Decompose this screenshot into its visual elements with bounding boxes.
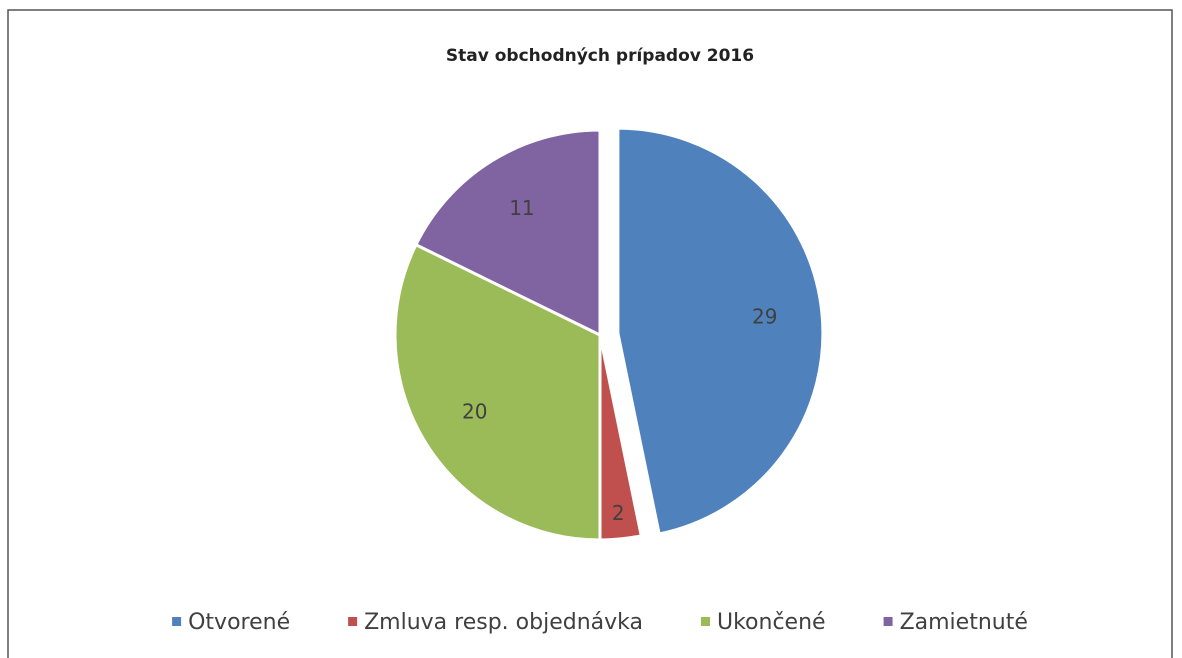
legend-label: Otvorené: [188, 610, 290, 635]
pie-slice: [413, 128, 602, 338]
pie-slice: [616, 126, 825, 536]
data-label: 29: [752, 305, 777, 329]
legend-label: Zamietnuté: [900, 610, 1028, 635]
legend-marker: [701, 617, 710, 626]
data-label: 11: [509, 196, 534, 220]
legend-marker: [883, 617, 893, 626]
legend-marker: [348, 617, 358, 626]
legend-marker: [172, 617, 182, 626]
data-label: 20: [462, 400, 487, 424]
data-label: 2: [612, 501, 625, 525]
chart-title: Stav obchodných prípadov 2016: [446, 46, 754, 66]
legend-label: Ukončené: [717, 610, 826, 635]
legend-label: Zmluva resp. objednávka: [364, 610, 643, 635]
pie-slice: [393, 242, 602, 542]
